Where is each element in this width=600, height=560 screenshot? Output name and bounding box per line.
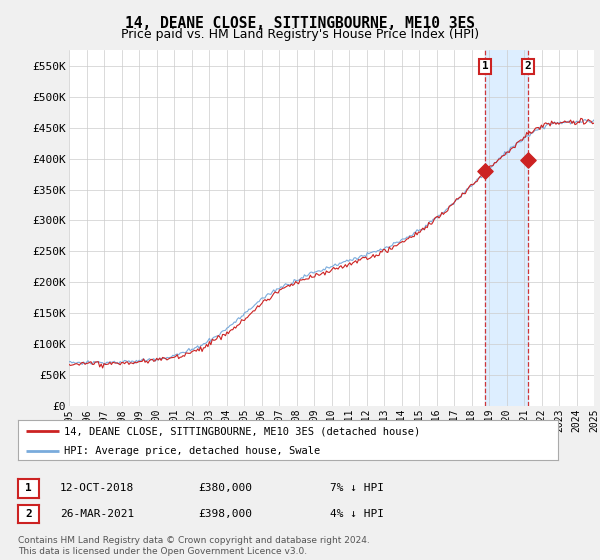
Text: 4% ↓ HPI: 4% ↓ HPI	[330, 509, 384, 519]
Text: HPI: Average price, detached house, Swale: HPI: Average price, detached house, Swal…	[64, 446, 320, 456]
Text: 1: 1	[482, 62, 488, 72]
Text: 2: 2	[25, 509, 32, 519]
Text: 2: 2	[524, 62, 532, 72]
Text: 7% ↓ HPI: 7% ↓ HPI	[330, 483, 384, 493]
Text: 14, DEANE CLOSE, SITTINGBOURNE, ME10 3ES (detached house): 14, DEANE CLOSE, SITTINGBOURNE, ME10 3ES…	[64, 426, 420, 436]
Point	[481, 166, 490, 175]
Point	[523, 155, 533, 164]
Bar	[485, 50, 528, 406]
Text: 26-MAR-2021: 26-MAR-2021	[60, 509, 134, 519]
Text: 1: 1	[25, 483, 32, 493]
Text: Contains HM Land Registry data © Crown copyright and database right 2024.
This d: Contains HM Land Registry data © Crown c…	[18, 536, 370, 556]
Text: £398,000: £398,000	[198, 509, 252, 519]
Text: 12-OCT-2018: 12-OCT-2018	[60, 483, 134, 493]
Text: 14, DEANE CLOSE, SITTINGBOURNE, ME10 3ES: 14, DEANE CLOSE, SITTINGBOURNE, ME10 3ES	[125, 16, 475, 31]
Text: Price paid vs. HM Land Registry's House Price Index (HPI): Price paid vs. HM Land Registry's House …	[121, 28, 479, 41]
Text: £380,000: £380,000	[198, 483, 252, 493]
